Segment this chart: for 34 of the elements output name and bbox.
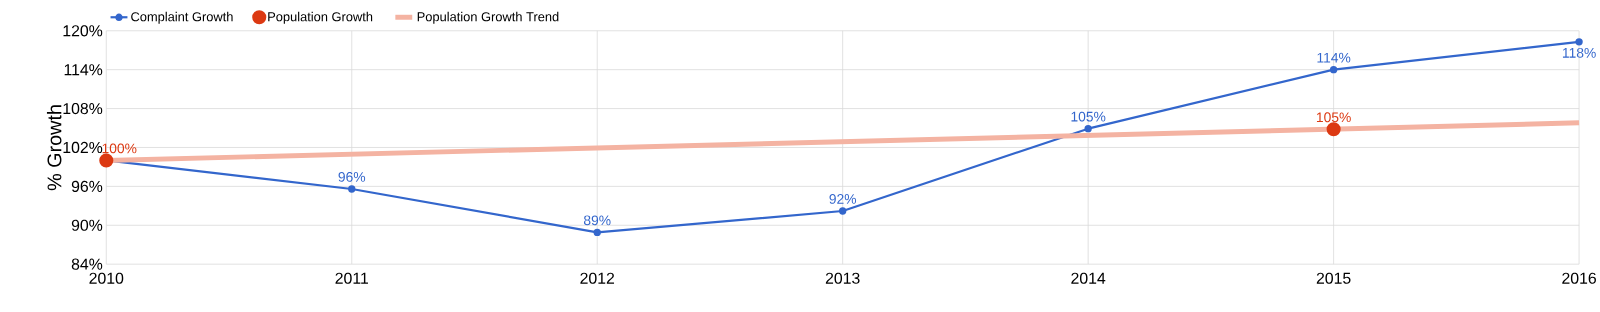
point xyxy=(99,153,114,168)
y-tick-label: 114% xyxy=(64,64,103,76)
x-tick-label: 2011 xyxy=(335,272,368,284)
data-label: 96% xyxy=(338,172,366,182)
y-tick-label: 102% xyxy=(63,141,103,154)
x-tick-label: 2015 xyxy=(1316,272,1351,284)
point xyxy=(1326,122,1341,137)
legend-label: Population Growth xyxy=(268,11,373,24)
point xyxy=(1084,125,1092,133)
x-tick-label: 2014 xyxy=(1071,272,1106,284)
y-tick-label: 90% xyxy=(71,219,103,231)
point xyxy=(348,185,356,193)
y-tick-label: 84% xyxy=(71,258,103,270)
data-label: 105% xyxy=(1071,111,1106,122)
x-tick-label: 2013 xyxy=(825,272,860,284)
point xyxy=(1575,38,1583,46)
data-label: 100% xyxy=(102,143,137,154)
y-axis-title: % Growth xyxy=(46,105,62,191)
legend-label: Complaint Growth xyxy=(131,11,233,24)
y-tick-label: 108% xyxy=(63,103,103,115)
data-label: 118% xyxy=(1562,48,1596,58)
x-tick-label: 2016 xyxy=(1562,272,1596,284)
point xyxy=(1329,66,1338,74)
data-label: 114% xyxy=(1317,52,1351,63)
point xyxy=(593,228,601,237)
x-tick-label: 2012 xyxy=(580,272,615,284)
data-label: 105% xyxy=(1316,112,1351,123)
y-tick-label: 120% xyxy=(63,25,103,37)
x-tick-label: 2010 xyxy=(89,272,124,284)
data-label: 89% xyxy=(583,215,611,226)
point xyxy=(839,207,847,215)
y-tick-label: 96% xyxy=(71,180,103,193)
data-label: 92% xyxy=(829,194,857,204)
legend-label: Population Growth Trend xyxy=(417,11,559,24)
